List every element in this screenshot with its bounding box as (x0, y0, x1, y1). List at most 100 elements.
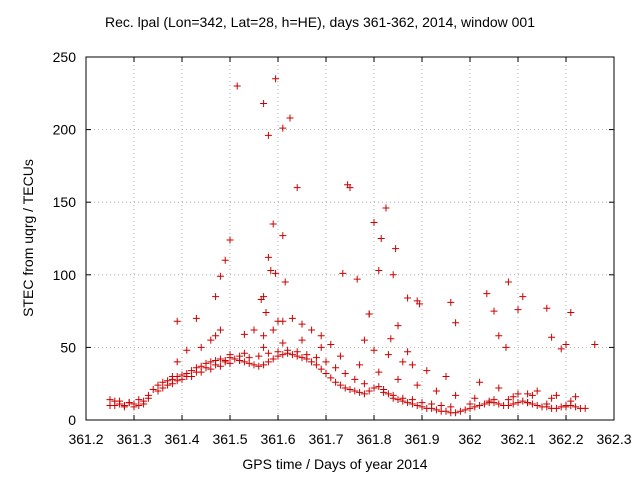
data-point (572, 393, 580, 401)
data-point (404, 294, 412, 302)
data-point (226, 351, 234, 359)
data-point (279, 351, 287, 359)
data-point (154, 387, 162, 395)
data-point (197, 343, 205, 351)
data-point (533, 387, 541, 395)
data-point (423, 367, 431, 375)
data-point (308, 358, 316, 366)
x-tick-label: 361.4 (164, 431, 199, 447)
x-tick-label: 362.3 (596, 431, 631, 447)
data-point (365, 310, 373, 318)
data-point (173, 317, 181, 325)
data-point (394, 322, 402, 330)
data-point (346, 184, 354, 192)
data-point (144, 391, 152, 399)
plot-frame (85, 56, 615, 421)
data-point (260, 293, 268, 301)
data-point (240, 358, 248, 366)
data-point (572, 403, 580, 411)
data-point (226, 359, 234, 367)
data-point (389, 271, 397, 279)
data-point (384, 390, 392, 398)
data-point (212, 332, 220, 340)
data-point (178, 375, 186, 383)
x-tick-label: 362 (458, 431, 482, 447)
data-point (298, 320, 306, 328)
data-point (221, 256, 229, 264)
data-point (404, 399, 412, 407)
data-point (447, 298, 455, 306)
data-point (519, 293, 527, 301)
data-point (168, 372, 176, 380)
data-point (557, 345, 565, 353)
data-point (456, 407, 464, 415)
data-point (413, 381, 421, 389)
data-point (240, 349, 248, 357)
data-point (360, 390, 368, 398)
data-point (221, 356, 229, 364)
x-tick-label: 362.1 (500, 431, 535, 447)
data-point (567, 309, 575, 317)
y-tick-label: 50 (60, 339, 76, 355)
data-point (274, 348, 282, 356)
y-tick-label: 0 (68, 412, 76, 428)
data-point (264, 358, 272, 366)
data-point (298, 354, 306, 362)
data-point (192, 314, 200, 322)
data-point (528, 400, 536, 408)
data-point (240, 330, 248, 338)
x-axis-label: GPS time / Days of year 2014 (242, 456, 428, 472)
data-point (269, 326, 277, 334)
data-point (312, 354, 320, 362)
data-point (524, 399, 532, 407)
data-point (322, 370, 330, 378)
axis-ticks: 361.2 361.3 361.4 361.5 361.6 361.7 361.8 361.9… (53, 49, 632, 447)
data-point (382, 204, 390, 212)
data-point (317, 343, 325, 351)
data-point (293, 348, 301, 356)
data-point (267, 266, 275, 274)
data-point (360, 336, 368, 344)
data-point (552, 391, 560, 399)
data-point (286, 114, 294, 122)
data-point (514, 390, 522, 398)
data-point (418, 399, 426, 407)
data-point (413, 401, 421, 409)
x-tick-label: 361.6 (260, 431, 295, 447)
data-point (389, 391, 397, 399)
data-point (236, 352, 244, 360)
data-point (173, 377, 181, 385)
data-point (274, 317, 282, 325)
data-point (485, 397, 493, 405)
y-tick-label: 100 (53, 267, 77, 283)
data-point (437, 401, 445, 409)
data-point (461, 406, 469, 414)
data-point (111, 401, 119, 409)
data-point (140, 397, 148, 405)
data-point (519, 397, 527, 405)
data-point (327, 340, 335, 348)
data-point (159, 384, 167, 392)
data-point (269, 220, 277, 228)
data-point (279, 232, 287, 240)
data-point (255, 362, 263, 370)
data-point (480, 400, 488, 408)
data-point (416, 300, 424, 308)
data-point (548, 333, 556, 341)
data-point (212, 361, 220, 369)
data-point (387, 335, 395, 343)
data-point (524, 390, 532, 398)
data-point (502, 343, 510, 351)
data-point (339, 269, 347, 277)
y-tick-label: 200 (53, 122, 77, 138)
x-tick-label: 361.7 (308, 431, 343, 447)
data-point (495, 332, 503, 340)
data-point (192, 368, 200, 376)
data-point (260, 332, 268, 340)
data-point (298, 336, 306, 344)
data-point (490, 307, 498, 315)
data-point (509, 393, 517, 401)
data-point (226, 236, 234, 244)
data-point (341, 370, 349, 378)
